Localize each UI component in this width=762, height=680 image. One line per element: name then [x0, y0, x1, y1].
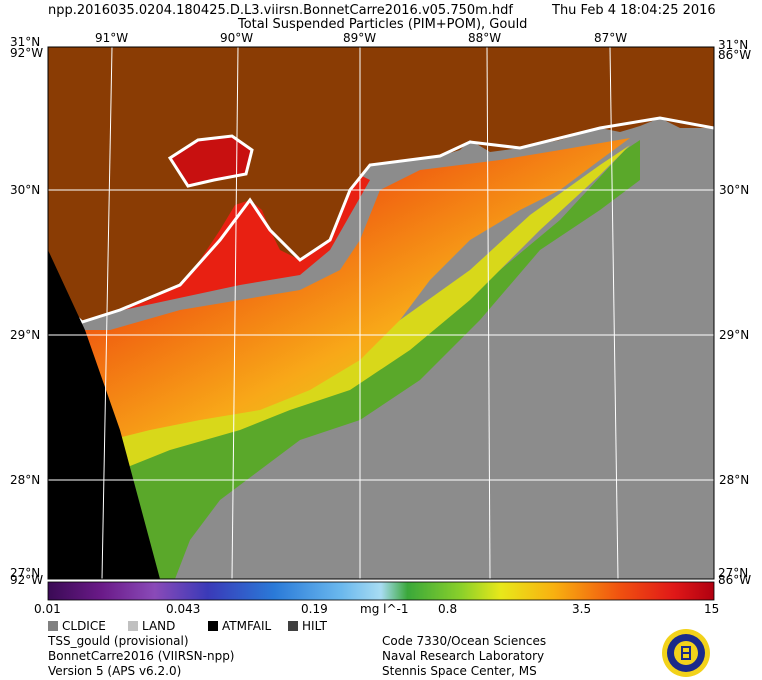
- lat-label-30n-left: 30°N: [10, 183, 41, 197]
- legend-label-land: LAND: [142, 619, 176, 633]
- footer-right-line-2: Naval Research Laboratory: [382, 649, 545, 663]
- colorbar-tick-4: 3.5: [572, 602, 592, 616]
- graticule: [48, 47, 714, 579]
- pontchartrain-outline: [167, 134, 254, 188]
- lon-label-90w: 90°W: [220, 31, 254, 45]
- colorbar: [47, 581, 715, 601]
- lat-label-28n-right: 28°N: [719, 473, 750, 487]
- map-frame: [47, 46, 715, 580]
- colorbar-units: mg l^-1: [360, 602, 409, 616]
- colorbar-tick-0: 0.01: [34, 602, 61, 616]
- footer-left-line-3: Version 5 (APS v6.2.0): [48, 664, 182, 678]
- corner-bl-lon: 92°W: [10, 573, 44, 587]
- sediment-plume: [58, 138, 630, 440]
- filename-title: npp.2016035.0204.180425.D.L3.viirsn.Bonn…: [48, 3, 513, 18]
- turbid-water-yellow: [110, 145, 630, 470]
- lon-label-91w: 91°W: [95, 31, 129, 45]
- corner-br-lon: 86°W: [718, 573, 752, 587]
- legend-swatch-hilt: [288, 621, 298, 631]
- colorbar-tick-3: 0.8: [438, 602, 458, 616]
- corner-br-lat: 27°N: [718, 566, 749, 580]
- legend-swatch-cldice: [48, 621, 58, 631]
- lat-label-29n-left: 29°N: [10, 328, 41, 342]
- lat-label-29n-right: 29°N: [719, 328, 750, 342]
- lon-label-88w: 88°W: [468, 31, 502, 45]
- land-mass: [48, 47, 714, 322]
- coastline: [56, 116, 714, 324]
- footer-right-line-3: Stennis Space Center, MS: [382, 664, 537, 678]
- timestamp: Thu Feb 4 18:04:25 2016: [552, 3, 716, 18]
- lon-label-87w: 87°W: [594, 31, 628, 45]
- colorbar-tick-5: 15: [704, 602, 720, 616]
- legend-label-hilt: HILT: [302, 619, 327, 633]
- corner-tl-lon: 92°W: [10, 46, 44, 60]
- legend-swatch-atmfail: [208, 621, 218, 631]
- footer-right-line-1: Code 7330/Ocean Sciences: [382, 634, 547, 648]
- lat-label-28n-left: 28°N: [10, 473, 41, 487]
- footer-left-line-1: TSS_gould (provisional): [48, 634, 189, 648]
- no-data-region: [48, 250, 160, 579]
- colorbar-tick-1: 0.043: [166, 602, 201, 616]
- lon-label-89w: 89°W: [343, 31, 377, 45]
- corner-tr-lat: 31°N: [718, 38, 749, 52]
- legend-label-atmfail: ATMFAIL: [222, 619, 272, 633]
- corner-tl-lat: 31°N: [10, 35, 41, 49]
- corner-bl-lat: 27°N: [10, 566, 41, 580]
- legend-label-cldice: CLDICE: [62, 619, 106, 633]
- footer-left-line-2: BonnetCarre2016 (VIIRSN-npp): [48, 649, 235, 663]
- nrl-seal-icon: [662, 629, 710, 677]
- colorbar-tick-2: 0.19: [301, 602, 328, 616]
- lat-label-30n-right: 30°N: [719, 183, 750, 197]
- legend-swatch-land: [128, 621, 138, 631]
- corner-tr-lon: 86°W: [718, 48, 752, 62]
- product-title: Total Suspended Particles (PIM+POM), Gou…: [238, 17, 528, 32]
